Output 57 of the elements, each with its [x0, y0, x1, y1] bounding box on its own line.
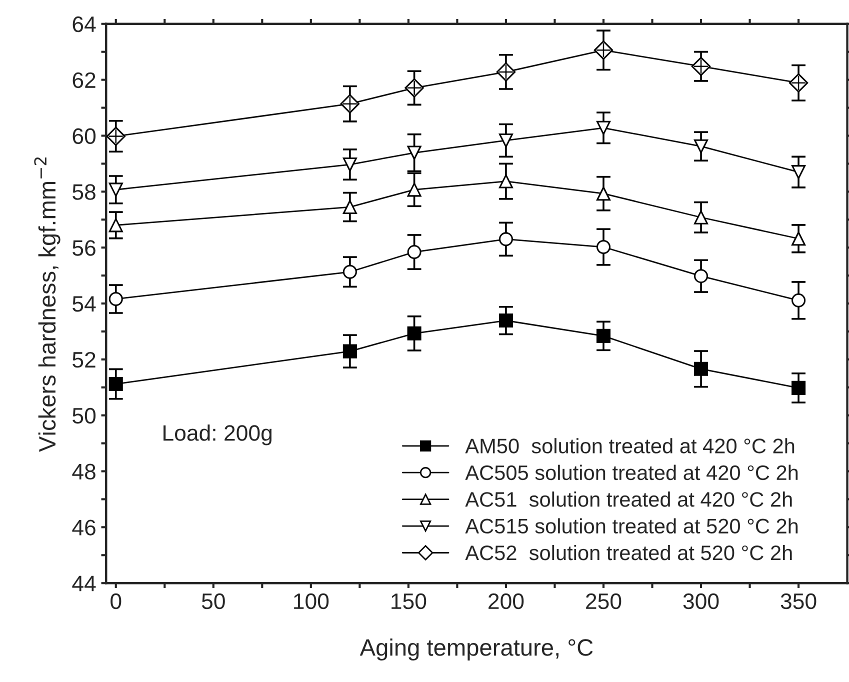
x-tick-label: 300 [683, 593, 719, 610]
x-tick-label: 350 [780, 593, 816, 610]
x-axis-title: Aging temperature, °C [360, 638, 593, 661]
y-tick-label: 50 [72, 408, 96, 424]
legend-label: AC51 solution treated at 420 °C 2h [465, 492, 792, 507]
y-tick-label: 56 [72, 240, 96, 256]
x-tick-label: 100 [294, 593, 329, 610]
point [342, 264, 357, 279]
point [498, 232, 513, 246]
x-tick-label: 200 [488, 593, 524, 610]
y-tick-label: 46 [72, 520, 96, 536]
point [596, 328, 611, 343]
point [407, 326, 422, 340]
point [342, 344, 357, 358]
point [792, 293, 806, 308]
x-tick-label: 0 [110, 593, 122, 610]
point [407, 182, 422, 197]
point [108, 292, 123, 306]
point [694, 362, 708, 376]
point [694, 269, 708, 284]
point [108, 182, 123, 197]
x-tick-label: 250 [586, 593, 622, 610]
y-tick-label: 54 [72, 296, 96, 312]
y-tick-label: 62 [72, 72, 96, 88]
point [340, 94, 360, 114]
point [596, 240, 611, 254]
annotation: Load: 200g [164, 424, 272, 446]
point [404, 78, 424, 98]
y-axis-title: Vickers hardness, kgf.mm$^{−2}$ [34, 157, 60, 452]
point [596, 186, 611, 201]
point [694, 210, 708, 224]
y-tick-label: 58 [72, 184, 96, 200]
point [596, 120, 611, 135]
point [498, 174, 513, 188]
point [792, 165, 806, 180]
point [407, 146, 422, 160]
legend-label: AM50 solution treated at 420 °C 2h [465, 438, 794, 454]
legend-label: AC505 solution treated at 420 °C 2h [465, 464, 798, 480]
point [407, 245, 422, 260]
y-tick-label: 60 [72, 128, 96, 144]
y-tick-label: 52 [72, 352, 96, 368]
y-tick-label: 44 [72, 576, 96, 592]
x-tick-label: 50 [202, 593, 225, 610]
point [792, 232, 806, 246]
legend-label: AC52 solution treated at 520 °C 2h [465, 544, 792, 560]
y-tick-label: 64 [72, 16, 96, 32]
point [342, 158, 357, 172]
x-tick-label: 150 [392, 593, 426, 610]
y-tick-label: 48 [72, 464, 96, 480]
legend-label: AC515 solution treated at 520 °C 2h [465, 518, 798, 534]
point [792, 380, 806, 395]
point [498, 314, 513, 328]
point [342, 200, 357, 214]
point [694, 139, 708, 154]
point [108, 218, 123, 232]
point [498, 133, 513, 148]
point [108, 377, 123, 392]
